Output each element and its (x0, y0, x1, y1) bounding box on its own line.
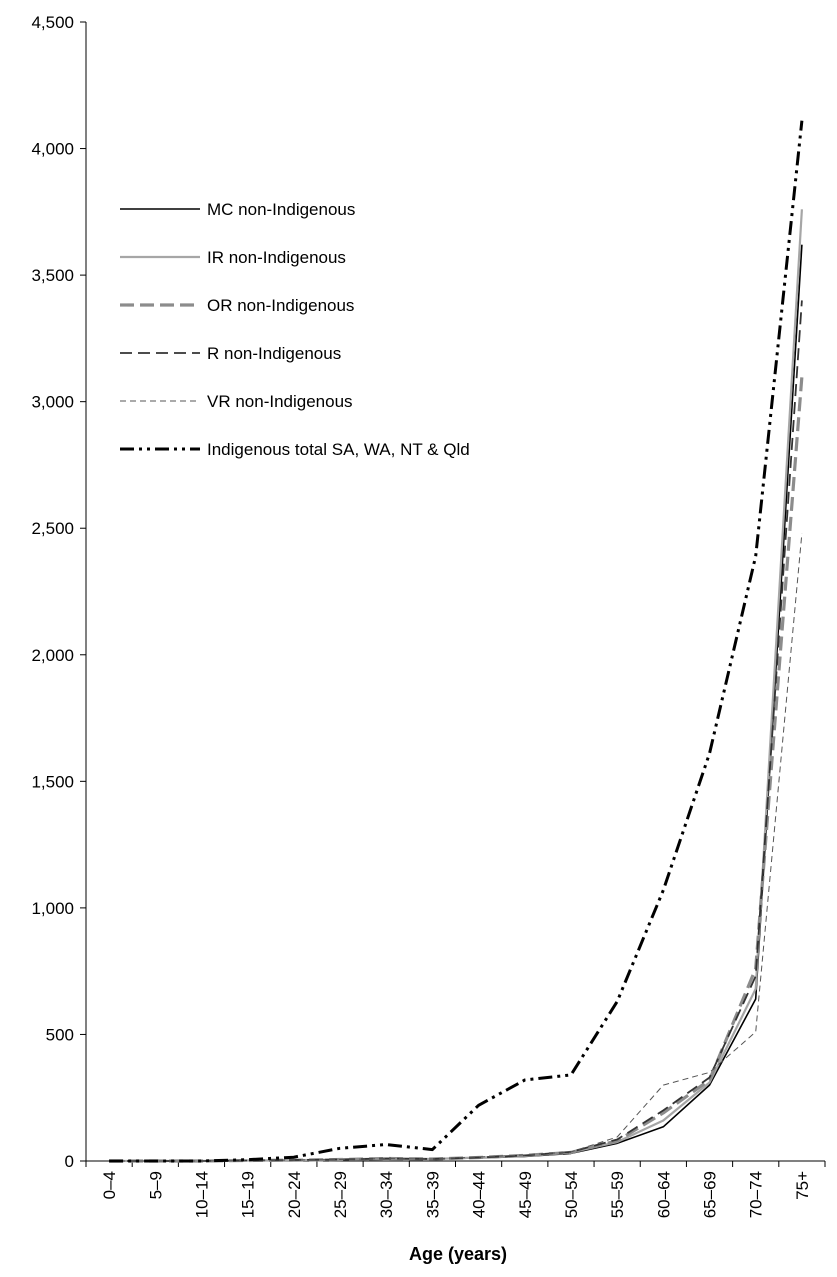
legend-label: R non-Indigenous (207, 344, 341, 363)
x-tick-label: 45–49 (516, 1171, 535, 1218)
series-lines (109, 120, 804, 1163)
legend-label: OR non-Indigenous (207, 296, 354, 315)
x-tick-label: 15–19 (239, 1171, 258, 1218)
legend-label: Indigenous total SA, WA, NT & Qld (207, 440, 470, 459)
y-tick-label: 1,000 (31, 899, 74, 918)
x-tick-label: 10–14 (192, 1171, 211, 1218)
y-tick-label: 2,000 (31, 646, 74, 665)
x-axis-title: Age (years) (409, 1244, 507, 1264)
x-tick-label: 70–74 (747, 1171, 766, 1218)
y-tick-label: 1,500 (31, 772, 74, 791)
legend-label: VR non-Indigenous (207, 392, 353, 411)
y-axis: 0 500 1,000 1,500 2,000 2,500 3,000 3,500 4,000 4… (31, 13, 87, 1171)
series-line-4 (109, 300, 803, 1162)
legend-label: MC non-Indigenous (207, 200, 355, 219)
legend: MC non-Indigenous IR non-Indigenous OR non… (120, 200, 470, 459)
x-tick-label: 0–4 (100, 1171, 119, 1199)
x-tick-label: 60–64 (654, 1171, 673, 1218)
x-tick-label: 25–29 (331, 1171, 350, 1218)
y-tick-label: 4,500 (31, 13, 74, 32)
series-line-3 (109, 376, 804, 1163)
series-line-1 (109, 244, 803, 1162)
x-tick-label: 35–39 (423, 1171, 442, 1218)
y-tick-label: 2,500 (31, 519, 74, 538)
legend-label: IR non-Indigenous (207, 248, 346, 267)
x-tick-label: 55–59 (608, 1171, 627, 1218)
x-axis: 0–4 5–9 10–14 15–19 20–24 25–29 30–34 35–39 40–4… (85, 1160, 826, 1218)
x-tick-label: 75+ (793, 1171, 812, 1200)
x-tick-label: 50–54 (562, 1171, 581, 1218)
x-tick-label: 30–34 (377, 1171, 396, 1218)
x-tick-label: 40–44 (470, 1171, 489, 1218)
y-tick-label: 3,000 (31, 393, 74, 412)
series-line-5 (109, 533, 803, 1162)
y-tick-label: 3,500 (31, 266, 74, 285)
y-tick-label: 500 (46, 1025, 74, 1044)
x-tick-label: 20–24 (285, 1171, 304, 1218)
series-line-6 (109, 120, 804, 1163)
x-tick-label: 5–9 (146, 1171, 165, 1199)
y-tick-label: 0 (65, 1152, 74, 1171)
y-tick-label: 4,000 (31, 140, 74, 159)
x-tick-label: 65–69 (701, 1171, 720, 1218)
